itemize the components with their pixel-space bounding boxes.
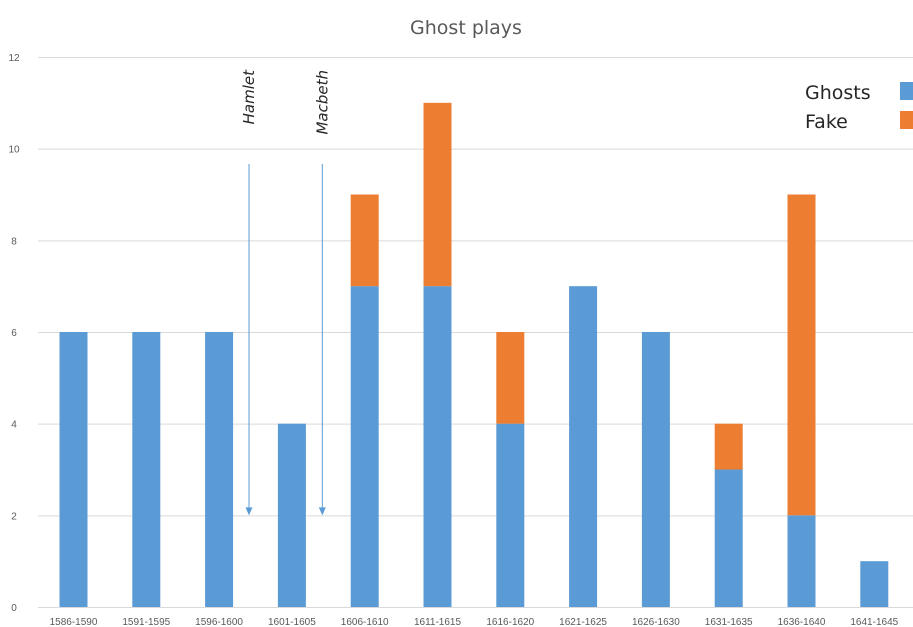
y-axis: 0 2 4 6 8 10 12 bbox=[8, 53, 20, 614]
x-tick-label: 1641-1645 bbox=[850, 617, 898, 627]
x-tick-label: 1611-1615 bbox=[414, 617, 462, 627]
x-tick-label: 1616-1620 bbox=[486, 617, 534, 627]
y-tick-label: 6 bbox=[11, 328, 17, 339]
x-tick-label: 1626-1630 bbox=[632, 617, 680, 627]
x-tick-label: 1591-1595 bbox=[122, 617, 170, 627]
y-tick-label: 8 bbox=[11, 236, 17, 247]
x-tick-label: 1631-1635 bbox=[705, 617, 753, 627]
x-axis: 1586-1590 1591-1595 1596-1600 1601-1605 1606… bbox=[50, 617, 899, 627]
bar-fake-1636-1640 bbox=[787, 194, 816, 516]
annotation-arrowhead bbox=[318, 507, 326, 516]
bar-ghosts-1641-1645 bbox=[860, 561, 889, 607]
legend-swatch-ghosts bbox=[900, 82, 913, 100]
bar-fake-1606-1610 bbox=[350, 194, 379, 287]
x-tick-label: 1636-1640 bbox=[778, 617, 826, 627]
x-tick-label: 1601-1605 bbox=[268, 617, 316, 627]
x-tick-label: 1621-1625 bbox=[559, 617, 607, 627]
bar-ghosts-1596-1600 bbox=[205, 332, 234, 607]
annotation-label: Hamlet bbox=[240, 69, 258, 124]
bar-ghosts-1616-1620 bbox=[496, 423, 525, 607]
bars bbox=[59, 102, 889, 607]
y-tick-label: 0 bbox=[11, 603, 17, 614]
gridlines bbox=[38, 57, 913, 608]
bar-ghosts-1621-1625 bbox=[569, 286, 598, 607]
bar-ghosts-1626-1630 bbox=[641, 332, 670, 607]
y-tick-label: 2 bbox=[11, 511, 17, 522]
bar-ghosts-1636-1640 bbox=[787, 515, 816, 607]
legend-label-fake: Fake bbox=[805, 111, 848, 133]
y-tick-label: 12 bbox=[8, 53, 20, 64]
bar-ghosts-1601-1605 bbox=[277, 423, 306, 607]
bar-fake-1631-1635 bbox=[714, 423, 743, 470]
annotation-label: Macbeth bbox=[313, 70, 331, 135]
bar-ghosts-1591-1595 bbox=[132, 332, 161, 607]
bar-ghosts-1606-1610 bbox=[350, 286, 379, 607]
annotation-arrowhead bbox=[245, 507, 253, 516]
annotations: Hamlet Macbeth bbox=[240, 69, 331, 516]
x-tick-label: 1606-1610 bbox=[341, 617, 389, 627]
bar-ghosts-1631-1635 bbox=[714, 469, 743, 607]
legend-swatch-fake bbox=[900, 111, 913, 129]
x-tick-label: 1596-1600 bbox=[195, 617, 243, 627]
bar-ghosts-1586-1590 bbox=[59, 332, 88, 607]
legend: Ghosts Fake bbox=[805, 82, 913, 133]
legend-label-ghosts: Ghosts bbox=[805, 82, 871, 104]
bar-fake-1616-1620 bbox=[496, 332, 525, 424]
chart-title: Ghost plays bbox=[410, 17, 522, 39]
y-tick-label: 10 bbox=[8, 145, 20, 156]
y-tick-label: 4 bbox=[11, 420, 17, 431]
bar-fake-1611-1615 bbox=[423, 102, 452, 287]
x-tick-label: 1586-1590 bbox=[50, 617, 98, 627]
bar-ghosts-1611-1615 bbox=[423, 286, 452, 607]
